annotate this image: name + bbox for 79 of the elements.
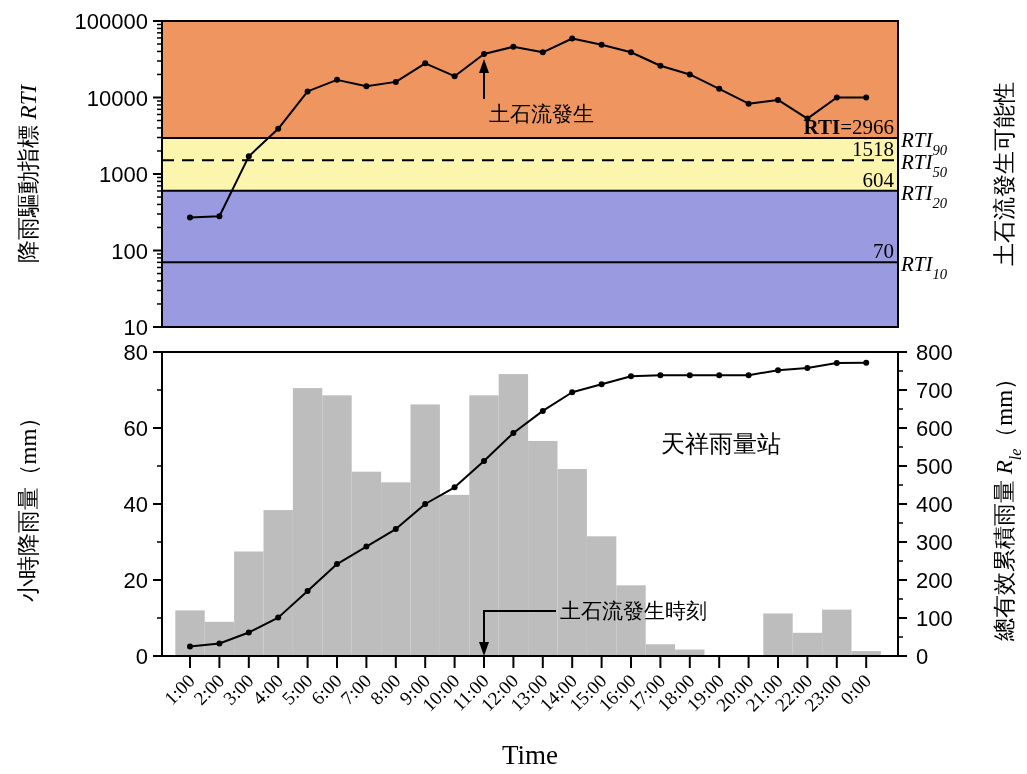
y-tick-label: 60 — [123, 416, 148, 441]
point — [334, 561, 340, 568]
ref-line-label: RTI$_{20}$ — [900, 180, 948, 211]
y2-tick-label: 200 — [916, 568, 953, 593]
ref-line-label: RTI$_{10}$ — [900, 252, 948, 283]
y-tick-label: 10 — [123, 315, 148, 340]
y2-tick-label: 0 — [916, 644, 929, 669]
point — [392, 78, 399, 85]
point — [657, 62, 664, 69]
y-tick-label: 1000 — [99, 162, 148, 187]
point — [451, 484, 458, 491]
annotation: RTI=2966 — [803, 114, 894, 139]
point — [275, 614, 282, 621]
point — [775, 96, 781, 103]
y-tick-label: 80 — [123, 340, 148, 365]
point — [686, 71, 693, 78]
annotation: 70 — [873, 239, 894, 264]
point — [245, 629, 252, 636]
point — [216, 640, 223, 647]
y2-tick-label: 600 — [916, 416, 953, 441]
point — [628, 49, 634, 56]
annotation: 1518 — [852, 137, 894, 162]
y2-tick-label: 100 — [916, 606, 953, 631]
point — [745, 372, 752, 379]
point — [716, 372, 723, 379]
annotation: 天祥雨量站 — [661, 431, 782, 458]
point — [569, 35, 576, 42]
y2-tick-label: 400 — [916, 492, 953, 517]
point — [539, 407, 546, 414]
point — [304, 88, 311, 95]
y2-tick-label: 300 — [916, 530, 953, 555]
point — [334, 76, 340, 83]
point — [245, 153, 252, 160]
point — [745, 100, 752, 107]
point — [569, 389, 576, 396]
point — [363, 83, 370, 90]
y-tick-label: 100 — [111, 238, 148, 264]
point — [304, 588, 311, 595]
y2-tick-label: 500 — [916, 454, 953, 479]
point — [686, 372, 693, 379]
point — [363, 543, 370, 550]
point — [863, 359, 870, 366]
point — [628, 373, 634, 380]
point — [657, 372, 664, 379]
annotation: 土石流發生時刻 — [560, 599, 707, 623]
point — [451, 73, 458, 80]
point — [422, 60, 429, 67]
point — [863, 94, 870, 101]
point — [187, 643, 193, 650]
annotation: 土石流發生 — [489, 102, 594, 126]
y-tick-label: 20 — [123, 568, 148, 593]
y-tick-label: 40 — [123, 492, 148, 517]
point — [510, 429, 517, 436]
point — [481, 51, 487, 58]
y-tick-label: 0 — [135, 644, 148, 669]
point — [510, 43, 517, 50]
y2-axis-title: 土石流發生可能性 — [992, 82, 1017, 266]
point — [716, 85, 723, 92]
x-axis-title: Time — [501, 740, 559, 770]
point — [422, 501, 429, 507]
y-axis-title: 降雨驅動指標 RTI — [16, 83, 41, 264]
point — [775, 367, 781, 374]
point — [598, 41, 605, 48]
y2-tick-label: 700 — [916, 378, 953, 403]
y-tick-label: 100000 — [74, 9, 148, 34]
point — [275, 125, 282, 132]
point — [833, 94, 840, 101]
annotation: 604 — [862, 167, 895, 192]
point — [539, 49, 546, 56]
point — [187, 214, 193, 221]
y2-tick-label: 800 — [916, 340, 953, 365]
point — [392, 526, 399, 533]
y-tick-label: 10000 — [86, 85, 148, 111]
point — [481, 458, 487, 465]
y-axis-title: 小時降雨量（mm） — [16, 405, 41, 603]
point — [833, 360, 840, 367]
point — [804, 364, 811, 371]
point — [216, 213, 223, 220]
point — [598, 381, 605, 388]
